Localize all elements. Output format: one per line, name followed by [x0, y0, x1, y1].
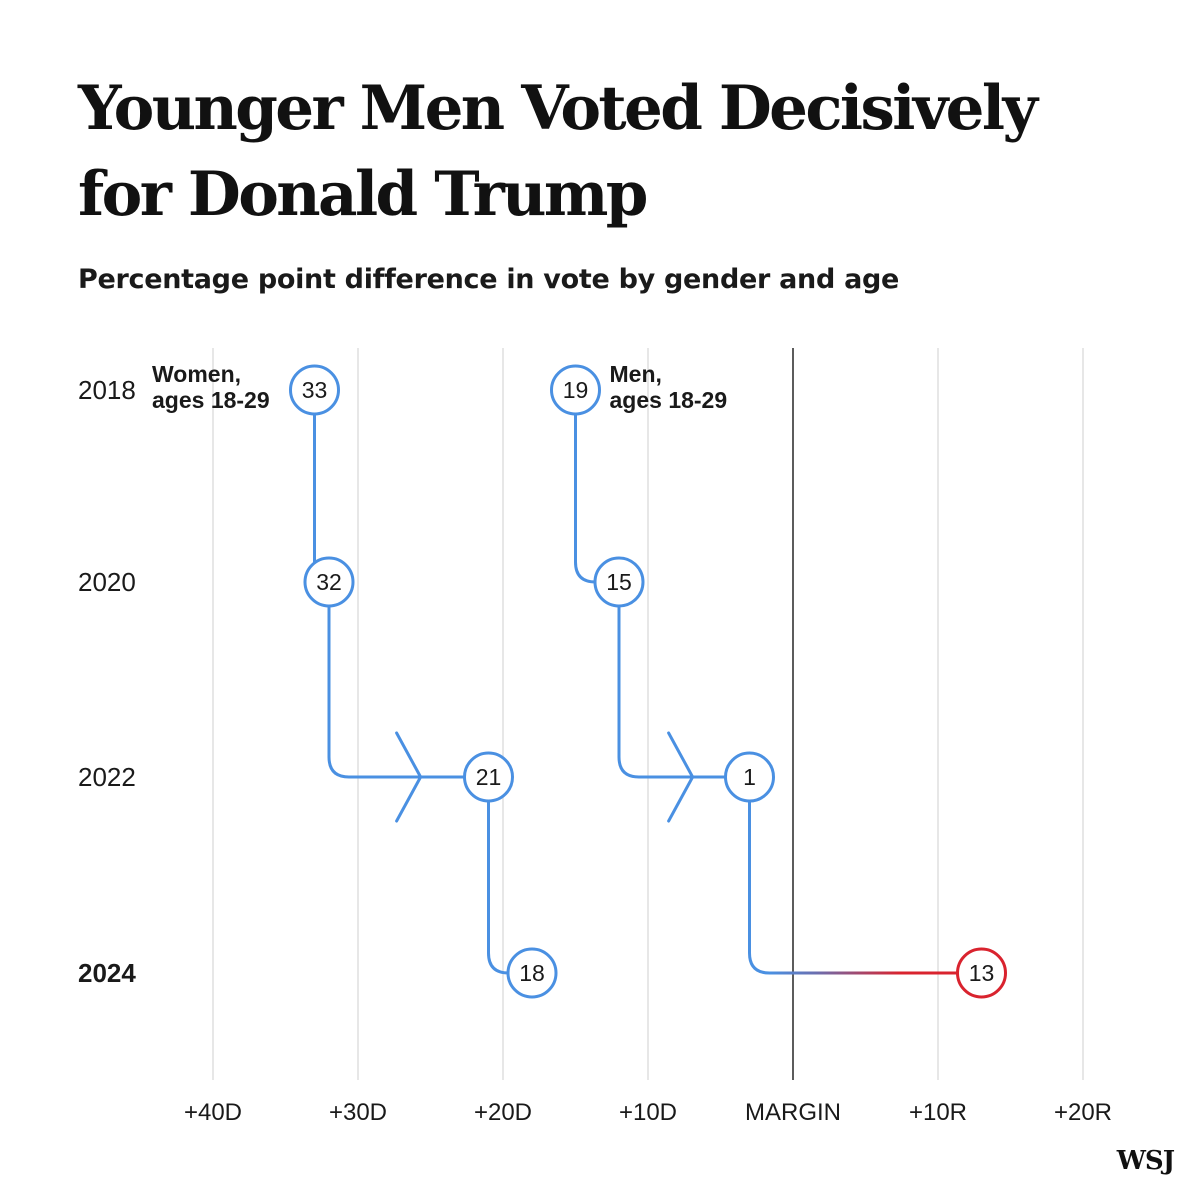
x-tick-label: +10R [909, 1099, 967, 1126]
x-axis-ticks: +40D +30D +20D +10D MARGIN +10R +20R [184, 1099, 1112, 1126]
series-connector [327, 604, 466, 779]
series-connector [617, 604, 727, 779]
title-line-1: Younger Men Voted Decisively [78, 73, 1038, 144]
data-points: 33 32 21 18 19 15 1 13 [289, 364, 1007, 999]
y-year-label: 2022 [78, 762, 136, 792]
title-line-2: for Donald Trump [78, 159, 648, 230]
gridlines [212, 348, 1084, 1080]
data-point [303, 556, 355, 608]
data-point [956, 947, 1007, 999]
x-tick-label: +20D [474, 1099, 532, 1126]
data-point [593, 556, 645, 608]
series-name-label: Women, [152, 361, 241, 387]
data-label: 1 [743, 764, 756, 790]
chart-subtitle: Percentage point difference in vote by g… [78, 264, 900, 295]
series-name-label: ages 18-29 [610, 387, 728, 413]
shift-arrow [395, 731, 423, 823]
data-label: 21 [476, 764, 502, 790]
shift-arrows [395, 731, 695, 823]
data-label: 32 [316, 569, 342, 595]
data-label: 19 [563, 377, 589, 403]
series-connector [487, 799, 510, 975]
data-label: 18 [519, 960, 545, 986]
x-tick-label: +30D [329, 1099, 387, 1126]
series-name-label: ages 18-29 [152, 387, 270, 413]
y-axis-years: 2018 2020 2022 2024 [78, 375, 136, 988]
chart-title: Younger Men Voted Decisively for Donald T… [78, 66, 1138, 238]
x-tick-label: +20R [1054, 1099, 1112, 1126]
shift-arrow [667, 731, 695, 823]
data-point [289, 364, 340, 416]
y-year-label: 2020 [78, 567, 136, 597]
data-label: 13 [969, 960, 995, 986]
data-point [506, 947, 558, 999]
series-connector [748, 799, 959, 975]
data-point [550, 364, 601, 416]
data-point [463, 751, 514, 803]
series-connector [574, 412, 597, 584]
data-label: 15 [606, 569, 632, 595]
y-year-label: 2024 [78, 958, 136, 988]
data-point [724, 751, 775, 803]
x-tick-label: +10D [619, 1099, 677, 1126]
x-tick-label: MARGIN [745, 1099, 841, 1126]
series-name-label: Men, [610, 361, 662, 387]
series-lines [303, 412, 959, 975]
data-label: 33 [302, 377, 328, 403]
y-year-label: 2018 [78, 375, 136, 405]
x-tick-label: +40D [184, 1099, 242, 1126]
source-logo: WSJ [1116, 1146, 1175, 1176]
